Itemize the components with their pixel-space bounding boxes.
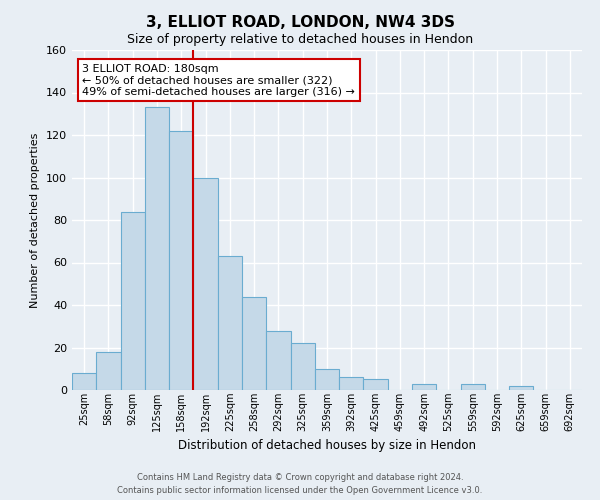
Bar (145, 108, 169, 390)
Bar (121, 212, 145, 390)
Bar (461, 384, 485, 390)
Bar (193, 178, 218, 390)
Text: Contains HM Land Registry data © Crown copyright and database right 2024.
Contai: Contains HM Land Registry data © Crown c… (118, 473, 482, 495)
Bar (290, 343, 315, 390)
Y-axis label: Number of detached properties: Number of detached properties (31, 132, 40, 308)
Bar (96, 352, 121, 390)
Bar (412, 384, 436, 390)
Text: 3, ELLIOT ROAD, LONDON, NW4 3DS: 3, ELLIOT ROAD, LONDON, NW4 3DS (146, 15, 455, 30)
Text: 3 ELLIOT ROAD: 180sqm
← 50% of detached houses are smaller (322)
49% of semi-det: 3 ELLIOT ROAD: 180sqm ← 50% of detached … (82, 64, 355, 97)
Text: Size of property relative to detached houses in Hendon: Size of property relative to detached ho… (127, 32, 473, 46)
Bar (266, 330, 290, 390)
Bar (315, 369, 339, 390)
Bar (72, 373, 96, 390)
Bar (509, 386, 533, 390)
Bar (218, 256, 242, 390)
Bar (364, 380, 388, 390)
Bar (339, 378, 364, 390)
X-axis label: Distribution of detached houses by size in Hendon: Distribution of detached houses by size … (178, 439, 476, 452)
Bar (242, 296, 266, 390)
Bar (169, 130, 193, 390)
